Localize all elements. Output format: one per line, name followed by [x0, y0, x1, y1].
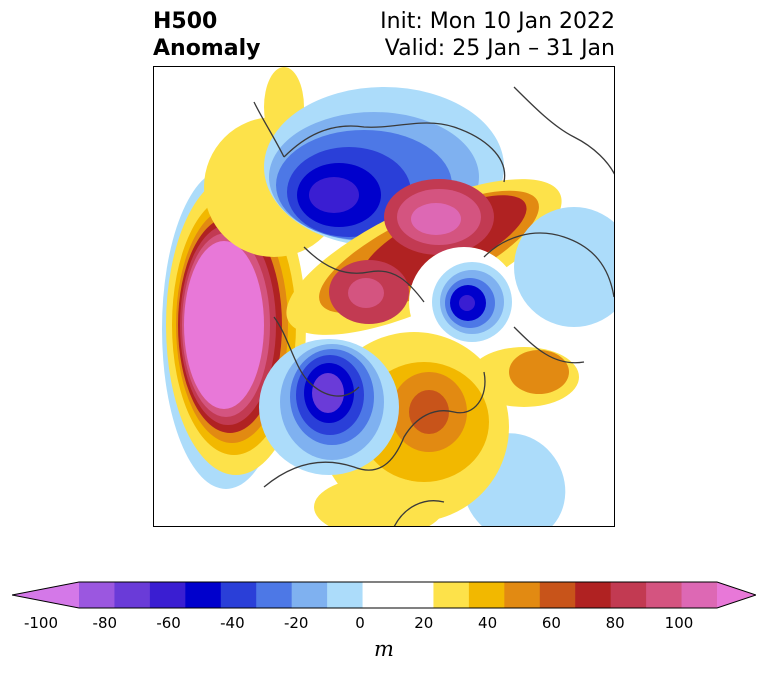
colorbar-cell: [185, 582, 222, 608]
chart-title-left: H500 Anomaly: [153, 8, 260, 62]
colorbar-cell: [79, 582, 115, 608]
colorbar-unit-label: m: [374, 637, 394, 661]
colorbar-cell: [149, 582, 186, 608]
colorbar-cell: [610, 582, 647, 608]
positive-anomaly-arctic: [286, 179, 562, 335]
colorbar-extend-max: [717, 582, 756, 608]
negative-anomaly-alaska: [259, 339, 399, 475]
positive-anomaly-north-pacific: [162, 169, 306, 489]
negative-anomaly-europe: [409, 247, 579, 407]
title-kind: Anomaly: [153, 36, 261, 61]
title-variable: H500: [153, 9, 218, 34]
colorbar-cell: [575, 582, 612, 608]
colorbar-tick-label: 100: [664, 614, 694, 632]
coastlines: [253, 86, 614, 526]
colorbar-cell: [362, 582, 399, 608]
colorbar-tick-label: 80: [605, 614, 625, 632]
colorbar: [12, 581, 756, 609]
colorbar-cell: [646, 582, 683, 608]
colorbar-tick-label: -100: [23, 614, 59, 632]
colorbar-cell: [220, 582, 257, 608]
colorbar-tick-label: 40: [478, 614, 498, 632]
title-init-date: Init: Mon 10 Jan 2022: [380, 9, 615, 34]
colorbar-tick-label: 20: [414, 614, 434, 632]
colorbar-tick-label: 0: [355, 614, 365, 632]
title-valid-range: Valid: 25 Jan – 31 Jan: [384, 36, 615, 61]
colorbar-cell: [398, 582, 434, 608]
colorbar-tick-label: 60: [541, 614, 561, 632]
colorbar-cell: [433, 582, 470, 608]
colorbar-tick-label: -80: [92, 614, 118, 632]
colorbar-tick-label: -20: [283, 614, 309, 632]
colorbar-extend-min: [12, 582, 79, 608]
colorbar-cell: [291, 582, 328, 608]
colorbar-tick-label: -60: [156, 614, 181, 632]
colorbar-cell: [114, 582, 151, 608]
anomaly-map: [153, 66, 615, 527]
colorbar-cell: [504, 582, 541, 608]
colorbar-outline: [12, 581, 756, 609]
colorbar-cell: [256, 582, 293, 608]
colorbar-cell: [539, 582, 576, 608]
colorbar-cell: [327, 582, 364, 608]
colorbar-cell: [468, 582, 505, 608]
anomaly-map-canvas: [162, 67, 614, 526]
colorbar-tick-label: -40: [220, 614, 245, 632]
chart-title-right: Init: Mon 10 Jan 2022 Valid: 25 Jan – 31…: [380, 8, 615, 62]
colorbar-cells: [79, 582, 718, 608]
colorbar-cell: [681, 582, 718, 608]
